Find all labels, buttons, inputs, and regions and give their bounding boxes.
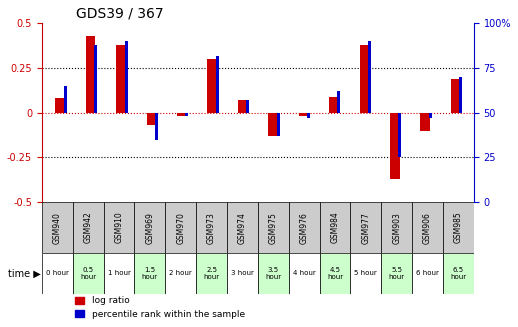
FancyBboxPatch shape: [320, 202, 350, 253]
Bar: [299, 113, 308, 116]
Text: 0 hour: 0 hour: [46, 270, 69, 277]
Text: GSM906: GSM906: [423, 212, 432, 244]
FancyBboxPatch shape: [443, 253, 474, 294]
FancyBboxPatch shape: [165, 202, 196, 253]
Bar: [459, 77, 462, 113]
Text: 5.5
hour: 5.5 hour: [388, 267, 405, 280]
FancyBboxPatch shape: [134, 253, 165, 294]
FancyBboxPatch shape: [258, 202, 289, 253]
FancyBboxPatch shape: [381, 202, 412, 253]
Text: GSM977: GSM977: [362, 212, 370, 244]
FancyBboxPatch shape: [227, 202, 258, 253]
Bar: [368, 41, 371, 113]
FancyBboxPatch shape: [73, 202, 104, 253]
Bar: [64, 86, 67, 113]
Text: 0.5
hour: 0.5 hour: [80, 267, 96, 280]
Bar: [398, 113, 401, 157]
Bar: [124, 41, 127, 113]
Bar: [116, 45, 126, 113]
Text: GSM985: GSM985: [454, 212, 463, 243]
Bar: [307, 113, 310, 118]
Text: GSM969: GSM969: [146, 212, 154, 244]
Bar: [155, 113, 158, 140]
Bar: [185, 113, 189, 116]
Bar: [268, 113, 278, 136]
FancyBboxPatch shape: [227, 253, 258, 294]
Bar: [85, 36, 95, 113]
Text: 3 hour: 3 hour: [231, 270, 254, 277]
Text: GSM970: GSM970: [176, 212, 185, 244]
Text: GSM973: GSM973: [207, 212, 216, 244]
Bar: [177, 113, 186, 116]
Text: 4 hour: 4 hour: [293, 270, 315, 277]
Text: GSM942: GSM942: [83, 212, 93, 243]
FancyBboxPatch shape: [104, 202, 134, 253]
Bar: [277, 113, 280, 136]
FancyBboxPatch shape: [196, 202, 227, 253]
Bar: [338, 91, 340, 113]
FancyBboxPatch shape: [381, 253, 412, 294]
Bar: [207, 59, 217, 113]
FancyBboxPatch shape: [412, 253, 443, 294]
Bar: [451, 79, 461, 113]
FancyBboxPatch shape: [289, 202, 320, 253]
Text: 1 hour: 1 hour: [108, 270, 131, 277]
Text: 5 hour: 5 hour: [354, 270, 377, 277]
Text: GSM975: GSM975: [269, 212, 278, 244]
FancyBboxPatch shape: [104, 253, 134, 294]
Text: GDS39 / 367: GDS39 / 367: [76, 7, 164, 21]
Bar: [421, 113, 430, 131]
Text: 2 hour: 2 hour: [169, 270, 192, 277]
FancyBboxPatch shape: [350, 202, 381, 253]
Legend: log ratio, percentile rank within the sample: log ratio, percentile rank within the sa…: [72, 293, 249, 322]
Bar: [390, 113, 399, 179]
Bar: [359, 45, 369, 113]
Text: 2.5
hour: 2.5 hour: [204, 267, 220, 280]
Text: GSM976: GSM976: [299, 212, 309, 244]
Text: GSM910: GSM910: [114, 212, 123, 243]
Bar: [429, 113, 432, 118]
Text: GSM974: GSM974: [238, 212, 247, 244]
Bar: [246, 100, 249, 113]
Bar: [55, 98, 65, 113]
FancyBboxPatch shape: [443, 202, 474, 253]
Bar: [238, 100, 248, 113]
FancyBboxPatch shape: [258, 253, 289, 294]
FancyBboxPatch shape: [289, 253, 320, 294]
Text: GSM984: GSM984: [330, 212, 339, 243]
Text: 6 hour: 6 hour: [416, 270, 439, 277]
FancyBboxPatch shape: [73, 253, 104, 294]
FancyBboxPatch shape: [134, 202, 165, 253]
FancyBboxPatch shape: [196, 253, 227, 294]
FancyBboxPatch shape: [42, 202, 73, 253]
Text: 3.5
hour: 3.5 hour: [265, 267, 281, 280]
Bar: [147, 113, 156, 125]
Bar: [216, 56, 219, 113]
Text: GSM903: GSM903: [392, 212, 401, 244]
Text: GSM940: GSM940: [53, 212, 62, 244]
FancyBboxPatch shape: [350, 253, 381, 294]
FancyBboxPatch shape: [42, 253, 73, 294]
Text: 1.5
hour: 1.5 hour: [142, 267, 158, 280]
FancyBboxPatch shape: [412, 202, 443, 253]
Text: 6.5
hour: 6.5 hour: [450, 267, 467, 280]
Bar: [329, 97, 339, 113]
FancyBboxPatch shape: [165, 253, 196, 294]
Text: time ▶: time ▶: [8, 268, 41, 279]
Text: 4.5
hour: 4.5 hour: [327, 267, 343, 280]
FancyBboxPatch shape: [320, 253, 350, 294]
Bar: [94, 45, 97, 113]
